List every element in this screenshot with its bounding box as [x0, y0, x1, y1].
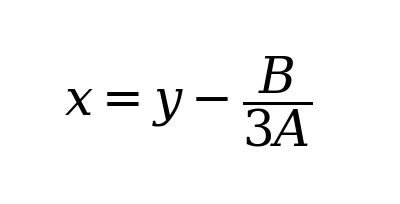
Text: $x = y - \dfrac{B}{3A}$: $x = y - \dfrac{B}{3A}$ — [64, 55, 312, 149]
